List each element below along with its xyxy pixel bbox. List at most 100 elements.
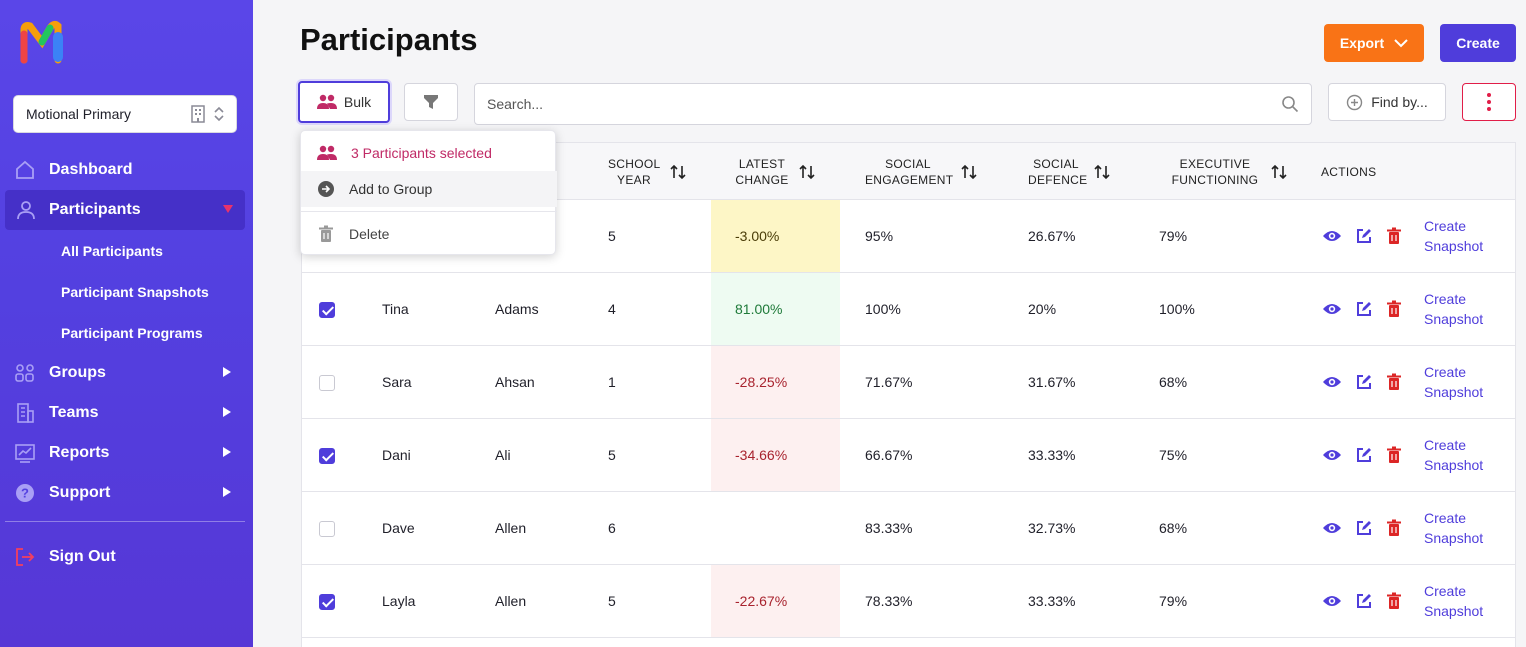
nav-participants-label: Participants	[49, 201, 141, 218]
search-input[interactable]	[487, 96, 1281, 112]
motional-logo[interactable]	[20, 20, 66, 66]
row-actions: Create Snapshot	[1322, 419, 1494, 491]
view-icon[interactable]	[1322, 448, 1342, 462]
nav-all-participants[interactable]: All Participants	[0, 230, 253, 271]
edit-icon[interactable]	[1355, 519, 1373, 537]
bulk-button[interactable]: Bulk	[298, 81, 390, 123]
export-button[interactable]: Export	[1324, 24, 1424, 62]
first-name-cell: Sara	[382, 374, 412, 390]
sort-icon[interactable]	[799, 164, 815, 180]
row-actions: Create Snapshot	[1322, 346, 1494, 418]
edit-icon[interactable]	[1355, 592, 1373, 610]
col-latest-change[interactable]: LATEST CHANGE	[735, 143, 815, 200]
bulk-menu-delete[interactable]: Delete	[301, 216, 557, 252]
view-icon[interactable]	[1322, 375, 1342, 389]
bulk-menu-divider	[301, 211, 557, 212]
sort-icon[interactable]	[1271, 164, 1287, 180]
social-engagement-cell: 100%	[865, 301, 901, 317]
nav-groups[interactable]: Groups	[0, 353, 253, 393]
delete-icon[interactable]	[1386, 446, 1402, 464]
row-checkbox[interactable]	[319, 375, 335, 391]
row-checkbox[interactable]	[319, 302, 335, 318]
find-by-button[interactable]: Find by...	[1328, 83, 1446, 121]
view-icon[interactable]	[1322, 302, 1342, 316]
find-by-label: Find by...	[1371, 94, 1428, 110]
users-icon	[317, 145, 337, 160]
row-checkbox[interactable]	[319, 594, 335, 610]
building-icon	[17, 403, 34, 423]
create-snapshot-link[interactable]: Create Snapshot	[1424, 510, 1484, 546]
view-icon[interactable]	[1322, 521, 1342, 535]
delete-icon[interactable]	[1386, 592, 1402, 610]
executive-functioning-cell: 75%	[1159, 447, 1188, 463]
col-executive-functioning[interactable]: EXECUTIVE FUNCTIONING	[1169, 143, 1287, 200]
delete-icon[interactable]	[1386, 300, 1402, 318]
nav-participant-snapshots-label: Participant Snapshots	[61, 283, 209, 300]
nav-participant-programs[interactable]: Participant Programs	[0, 312, 253, 353]
create-button[interactable]: Create	[1440, 24, 1516, 62]
row-actions: Create Snapshot	[1322, 565, 1494, 637]
bulk-menu-selected-label: 3 Participants selected	[351, 145, 492, 161]
plus-circle-icon	[1347, 94, 1363, 110]
help-icon: ?	[16, 484, 34, 502]
page-title: Participants	[300, 22, 478, 57]
school-year-cell: 5	[608, 228, 616, 244]
view-icon[interactable]	[1322, 229, 1342, 243]
nav-participant-snapshots[interactable]: Participant Snapshots	[0, 271, 253, 312]
delete-icon[interactable]	[1386, 227, 1402, 245]
row-actions: Create Snapshot	[1322, 200, 1494, 272]
row-checkbox[interactable]	[319, 521, 335, 537]
sort-icon[interactable]	[670, 164, 686, 180]
edit-icon[interactable]	[1355, 300, 1373, 318]
sort-icon[interactable]	[1094, 164, 1110, 180]
table-row: Tina Adams 4 81.00% 100% 20% 100% Create Snapsh…	[302, 273, 1515, 346]
caret-right-icon	[223, 487, 231, 497]
search-icon[interactable]	[1281, 95, 1299, 113]
latest-change-cell: -28.25%	[711, 346, 840, 418]
social-defence-cell: 31.67%	[1028, 374, 1076, 390]
nav-support[interactable]: ? Support	[0, 473, 253, 513]
sort-icon[interactable]	[961, 164, 977, 180]
edit-icon[interactable]	[1355, 446, 1373, 464]
export-button-label: Export	[1339, 35, 1385, 51]
col-actions-label: ACTIONS	[1321, 164, 1377, 179]
view-icon[interactable]	[1322, 594, 1342, 608]
nav-teams[interactable]: Teams	[0, 393, 253, 433]
create-snapshot-link[interactable]: Create Snapshot	[1424, 218, 1484, 254]
more-options-button[interactable]	[1462, 83, 1516, 121]
school-select[interactable]: Motional Primary	[13, 95, 237, 133]
nav-dashboard[interactable]: Dashboard	[0, 150, 253, 190]
filter-button[interactable]	[404, 83, 458, 121]
social-engagement-cell: 83.33%	[865, 520, 913, 536]
delete-icon[interactable]	[1386, 373, 1402, 391]
bulk-menu-delete-label: Delete	[349, 226, 390, 242]
users-icon	[316, 94, 337, 109]
social-engagement-cell: 71.67%	[865, 374, 913, 390]
caret-right-icon	[223, 447, 231, 457]
executive-functioning-cell: 68%	[1159, 520, 1188, 536]
edit-icon[interactable]	[1355, 373, 1373, 391]
col-social-engagement[interactable]: SOCIAL ENGAGEMENT	[865, 143, 977, 200]
create-snapshot-link[interactable]: Create Snapshot	[1424, 437, 1484, 473]
nav-participants[interactable]: Participants	[5, 190, 245, 230]
social-defence-cell: 26.67%	[1028, 228, 1076, 244]
edit-icon[interactable]	[1355, 227, 1373, 245]
nav-reports[interactable]: Reports	[0, 433, 253, 473]
bulk-menu-add-to-group[interactable]: Add to Group	[301, 171, 557, 207]
nav-sign-out[interactable]: Sign Out	[0, 537, 253, 577]
col-school-year[interactable]: SCHOOL YEAR	[608, 143, 686, 200]
latest-change-cell: -22.67%	[711, 565, 840, 637]
create-snapshot-link[interactable]: Create Snapshot	[1424, 291, 1484, 327]
create-button-label: Create	[1456, 35, 1500, 51]
sign-out-icon	[16, 548, 35, 566]
row-checkbox[interactable]	[319, 448, 335, 464]
create-snapshot-link[interactable]: Create Snapshot	[1424, 364, 1484, 400]
delete-icon[interactable]	[1386, 519, 1402, 537]
social-defence-cell: 20%	[1028, 301, 1057, 317]
executive-functioning-cell: 79%	[1159, 228, 1188, 244]
col-social-defence[interactable]: SOCIAL DEFENCE	[1028, 143, 1110, 200]
create-snapshot-link[interactable]: Create Snapshot	[1424, 583, 1484, 619]
sidebar-divider	[5, 521, 245, 522]
row-actions: Create Snapshot	[1322, 492, 1494, 564]
first-name-cell: Layla	[382, 593, 416, 609]
